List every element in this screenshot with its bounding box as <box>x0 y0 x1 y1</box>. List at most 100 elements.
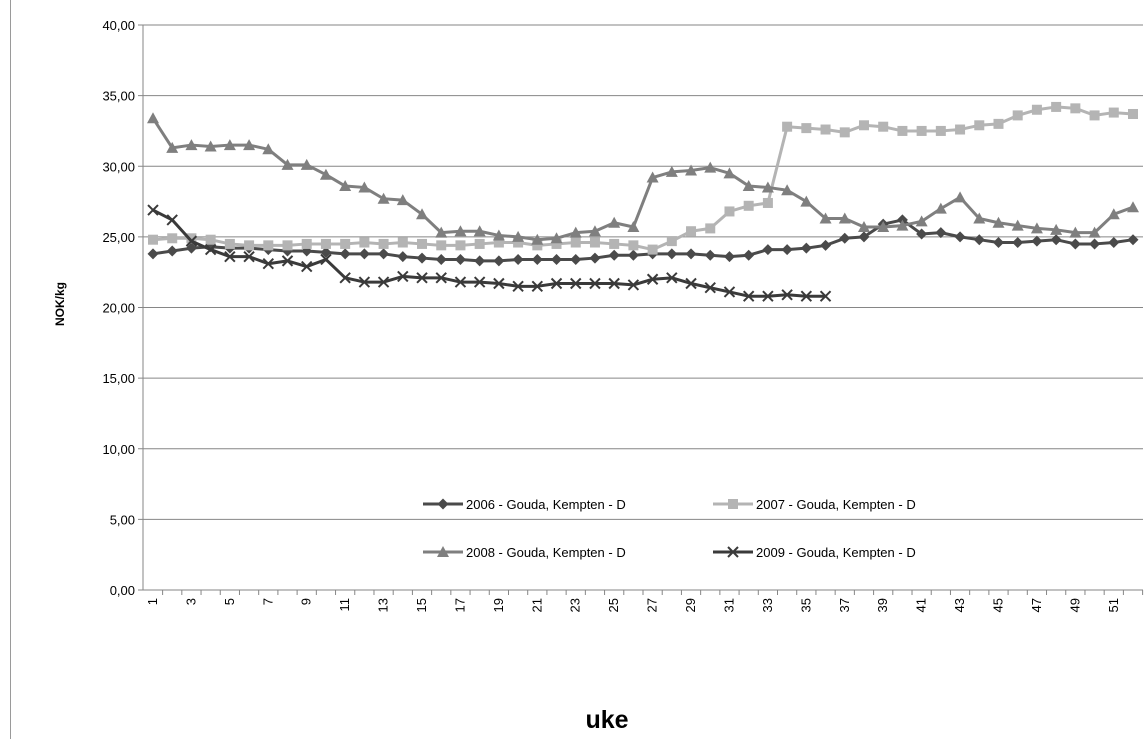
data-point <box>838 212 851 224</box>
data-point <box>262 143 275 155</box>
data-point <box>512 230 525 242</box>
data-point <box>493 277 505 290</box>
data-point <box>359 237 370 248</box>
x-tick-label: 37 <box>837 598 852 612</box>
data-point <box>435 253 447 265</box>
x-tick-label: 25 <box>606 598 621 612</box>
legend-label: 2006 - Gouda, Kempten - D <box>466 497 626 512</box>
data-point <box>1012 110 1023 121</box>
data-point <box>723 286 736 298</box>
data-point <box>608 249 620 261</box>
y-tick-label: 40,00 <box>102 18 135 33</box>
x-tick-label: 15 <box>414 598 429 612</box>
data-point <box>646 171 659 183</box>
data-point <box>224 238 235 249</box>
x-tick-label: 47 <box>1029 598 1044 612</box>
data-point <box>820 124 831 135</box>
y-tick-label: 35,00 <box>102 89 135 104</box>
series-line <box>151 117 1134 242</box>
data-point <box>666 272 678 284</box>
data-point <box>223 139 236 151</box>
data-point <box>877 220 890 232</box>
data-point <box>166 141 179 153</box>
data-point <box>628 240 639 251</box>
data-point <box>493 255 505 267</box>
data-point <box>897 125 908 136</box>
x-tick-label: 3 <box>183 598 198 605</box>
x-tick-label: 23 <box>568 598 583 612</box>
data-point <box>1030 222 1043 234</box>
data-point <box>1127 234 1139 246</box>
data-point <box>762 197 773 208</box>
legend-entry-2: 2007 - Gouda, Kempten - D <box>713 497 916 512</box>
x-tick-label: 43 <box>952 598 967 612</box>
data-point <box>416 208 429 220</box>
data-point <box>1031 235 1043 247</box>
data-point <box>588 225 601 237</box>
data-point <box>1050 234 1062 246</box>
legend: 2006 - Gouda, Kempten - D 2007 - Gouda, K… <box>423 497 916 560</box>
data-point <box>819 290 832 302</box>
data-point <box>1128 108 1138 119</box>
data-point <box>416 272 428 284</box>
data-point <box>205 234 216 245</box>
x-tick-label: 17 <box>452 598 467 612</box>
data-point <box>378 248 390 260</box>
data-point <box>685 164 698 176</box>
series-4 <box>147 204 832 302</box>
data-point <box>685 277 697 290</box>
x-tick-label: 7 <box>260 598 275 605</box>
data-point <box>531 233 544 245</box>
data-point <box>858 231 870 243</box>
data-point <box>609 238 620 249</box>
data-point <box>204 243 217 256</box>
x-tick-label: 19 <box>491 598 506 612</box>
data-point <box>340 238 351 249</box>
x-tick-label: 21 <box>529 598 544 612</box>
data-point <box>378 238 389 249</box>
y-axis-ticks: 0,00 5,00 10,00 15,00 20,00 25,00 30,00 35,00 40… <box>102 18 135 598</box>
data-point <box>339 272 351 284</box>
y-tick-label: 30,00 <box>102 159 135 174</box>
data-point <box>782 121 793 132</box>
data-point <box>474 255 486 267</box>
data-point <box>704 282 716 294</box>
data-point <box>820 239 832 251</box>
data-point <box>512 253 524 265</box>
y-tick-label: 15,00 <box>102 371 135 386</box>
data-point <box>493 237 504 248</box>
data-point <box>224 250 236 263</box>
y-tick-label: 0,00 <box>110 583 135 598</box>
data-point <box>723 251 735 263</box>
data-point <box>166 245 178 257</box>
data-point <box>954 191 967 203</box>
data-point <box>339 180 352 192</box>
series-line <box>152 105 1134 252</box>
legend-marker <box>727 546 739 558</box>
data-point <box>532 240 543 251</box>
data-point <box>781 289 793 301</box>
legend-marker <box>728 499 738 509</box>
legend-entry-4: 2009 - Gouda, Kempten - D <box>713 545 916 560</box>
legend-entry-3: 2008 - Gouda, Kempten - D <box>423 545 626 560</box>
data-point <box>377 192 390 204</box>
data-point <box>473 225 486 237</box>
data-point <box>627 220 640 232</box>
data-point <box>166 214 178 226</box>
data-point <box>665 165 678 177</box>
data-point <box>185 139 198 151</box>
data-point <box>570 237 581 248</box>
data-point <box>358 248 370 260</box>
data-point <box>801 123 812 134</box>
data-point <box>186 233 197 244</box>
data-point <box>762 244 774 256</box>
data-point <box>147 112 159 124</box>
data-point <box>1089 110 1100 121</box>
data-point <box>147 204 159 216</box>
data-point <box>435 272 447 284</box>
x-tick-label: 13 <box>376 598 391 612</box>
data-point <box>992 216 1005 228</box>
series-line <box>152 218 1134 263</box>
data-point <box>358 276 371 288</box>
data-point <box>550 277 563 290</box>
